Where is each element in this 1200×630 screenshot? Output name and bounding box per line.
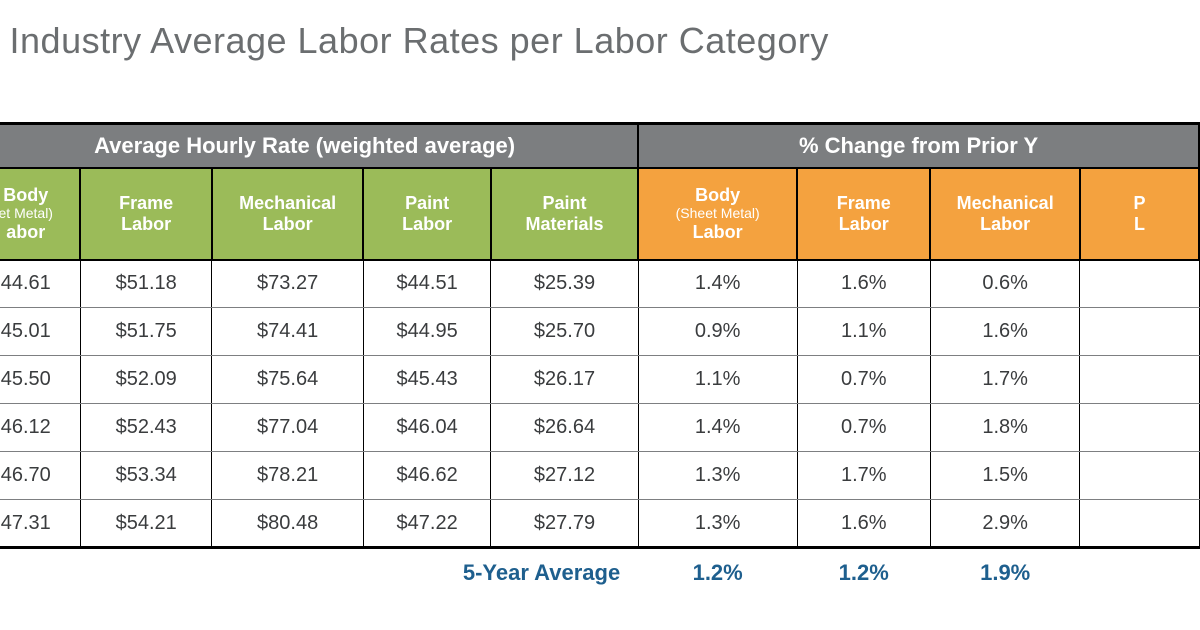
table-row: 45.01$51.75$74.41$44.95$25.700.9%1.1%1.6… <box>0 308 1199 356</box>
table-cell: 1.5% <box>930 452 1080 500</box>
table-cell: $44.51 <box>363 260 490 308</box>
labor-rates-table-wrap: Average Hourly Rate (weighted average) %… <box>0 122 1200 598</box>
table-cell <box>1080 404 1199 452</box>
col-chg-body: Body (Sheet Metal) Labor <box>638 168 797 260</box>
avg-extra <box>1080 548 1199 598</box>
table-cell: $45.43 <box>363 356 490 404</box>
table-cell: 1.6% <box>797 500 930 548</box>
table-cell: $74.41 <box>212 308 364 356</box>
table-cell: $27.79 <box>491 500 638 548</box>
table-cell: $78.21 <box>212 452 364 500</box>
table-cell <box>1080 308 1199 356</box>
table-cell: 0.7% <box>797 404 930 452</box>
table-cell: 2.9% <box>930 500 1080 548</box>
table-cell: 1.7% <box>930 356 1080 404</box>
table-cell: 1.6% <box>930 308 1080 356</box>
page-title: al Industry Average Labor Rates per Labo… <box>0 20 1200 62</box>
table-cell: 1.4% <box>638 404 797 452</box>
table-cell: 0.7% <box>797 356 930 404</box>
table-cell: $52.09 <box>80 356 211 404</box>
col-body-labor: Body et Metal) abor <box>0 168 80 260</box>
table-cell: 45.50 <box>0 356 80 404</box>
group-header-change: % Change from Prior Y <box>638 124 1199 168</box>
page-subtitle: 15 <box>0 66 1200 94</box>
table-cell: 1.6% <box>797 260 930 308</box>
table-cell: $46.62 <box>363 452 490 500</box>
table-cell: 1.3% <box>638 500 797 548</box>
table-cell <box>1080 500 1199 548</box>
table-row: 44.61$51.18$73.27$44.51$25.391.4%1.6%0.6… <box>0 260 1199 308</box>
avg-mechanical: 1.9% <box>930 548 1080 598</box>
labor-rates-table: Average Hourly Rate (weighted average) %… <box>0 122 1200 598</box>
table-cell: $54.21 <box>80 500 211 548</box>
col-chg-frame: Frame Labor <box>797 168 930 260</box>
table-cell: 0.6% <box>930 260 1080 308</box>
col-frame-labor: Frame Labor <box>80 168 211 260</box>
table-cell: 1.4% <box>638 260 797 308</box>
col-chg-mechanical: Mechanical Labor <box>930 168 1080 260</box>
table-cell: 46.12 <box>0 404 80 452</box>
table-row: 45.50$52.09$75.64$45.43$26.171.1%0.7%1.7… <box>0 356 1199 404</box>
table-cell: 44.61 <box>0 260 80 308</box>
col-paint-labor: Paint Labor <box>363 168 490 260</box>
table-cell: 46.70 <box>0 452 80 500</box>
table-cell <box>1080 356 1199 404</box>
table-cell: $51.75 <box>80 308 211 356</box>
table-cell: 47.31 <box>0 500 80 548</box>
avg-frame: 1.2% <box>797 548 930 598</box>
group-header-rates: Average Hourly Rate (weighted average) <box>0 124 638 168</box>
avg-body: 1.2% <box>638 548 797 598</box>
table-body: 44.61$51.18$73.27$44.51$25.391.4%1.6%0.6… <box>0 260 1199 548</box>
table-cell: $73.27 <box>212 260 364 308</box>
table-cell: $47.22 <box>363 500 490 548</box>
table-cell: 1.1% <box>638 356 797 404</box>
five-year-average-row: 5-Year Average 1.2% 1.2% 1.9% <box>0 548 1199 598</box>
col-paint-materials: Paint Materials <box>491 168 638 260</box>
column-header-row: Body et Metal) abor Frame Labor Mechanic… <box>0 168 1199 260</box>
table-cell: $52.43 <box>80 404 211 452</box>
table-cell: $25.70 <box>491 308 638 356</box>
table-cell: $51.18 <box>80 260 211 308</box>
table-cell: 1.7% <box>797 452 930 500</box>
table-cell: $75.64 <box>212 356 364 404</box>
table-cell <box>1080 260 1199 308</box>
table-cell: 45.01 <box>0 308 80 356</box>
table-row: 47.31$54.21$80.48$47.22$27.791.3%1.6%2.9… <box>0 500 1199 548</box>
table-row: 46.12$52.43$77.04$46.04$26.641.4%0.7%1.8… <box>0 404 1199 452</box>
table-row: 46.70$53.34$78.21$46.62$27.121.3%1.7%1.5… <box>0 452 1199 500</box>
table-cell: $26.17 <box>491 356 638 404</box>
col-chg-extra: P L <box>1080 168 1199 260</box>
group-header-row: Average Hourly Rate (weighted average) %… <box>0 124 1199 168</box>
table-cell: $27.12 <box>491 452 638 500</box>
table-cell: 1.1% <box>797 308 930 356</box>
table-cell: 1.8% <box>930 404 1080 452</box>
table-cell <box>1080 452 1199 500</box>
table-cell: $53.34 <box>80 452 211 500</box>
col-mechanical-labor: Mechanical Labor <box>212 168 364 260</box>
avg-label: 5-Year Average <box>0 548 638 598</box>
table-cell: $46.04 <box>363 404 490 452</box>
table-cell: $44.95 <box>363 308 490 356</box>
table-cell: $77.04 <box>212 404 364 452</box>
table-cell: $26.64 <box>491 404 638 452</box>
table-cell: $80.48 <box>212 500 364 548</box>
table-cell: 1.3% <box>638 452 797 500</box>
table-cell: $25.39 <box>491 260 638 308</box>
table-cell: 0.9% <box>638 308 797 356</box>
